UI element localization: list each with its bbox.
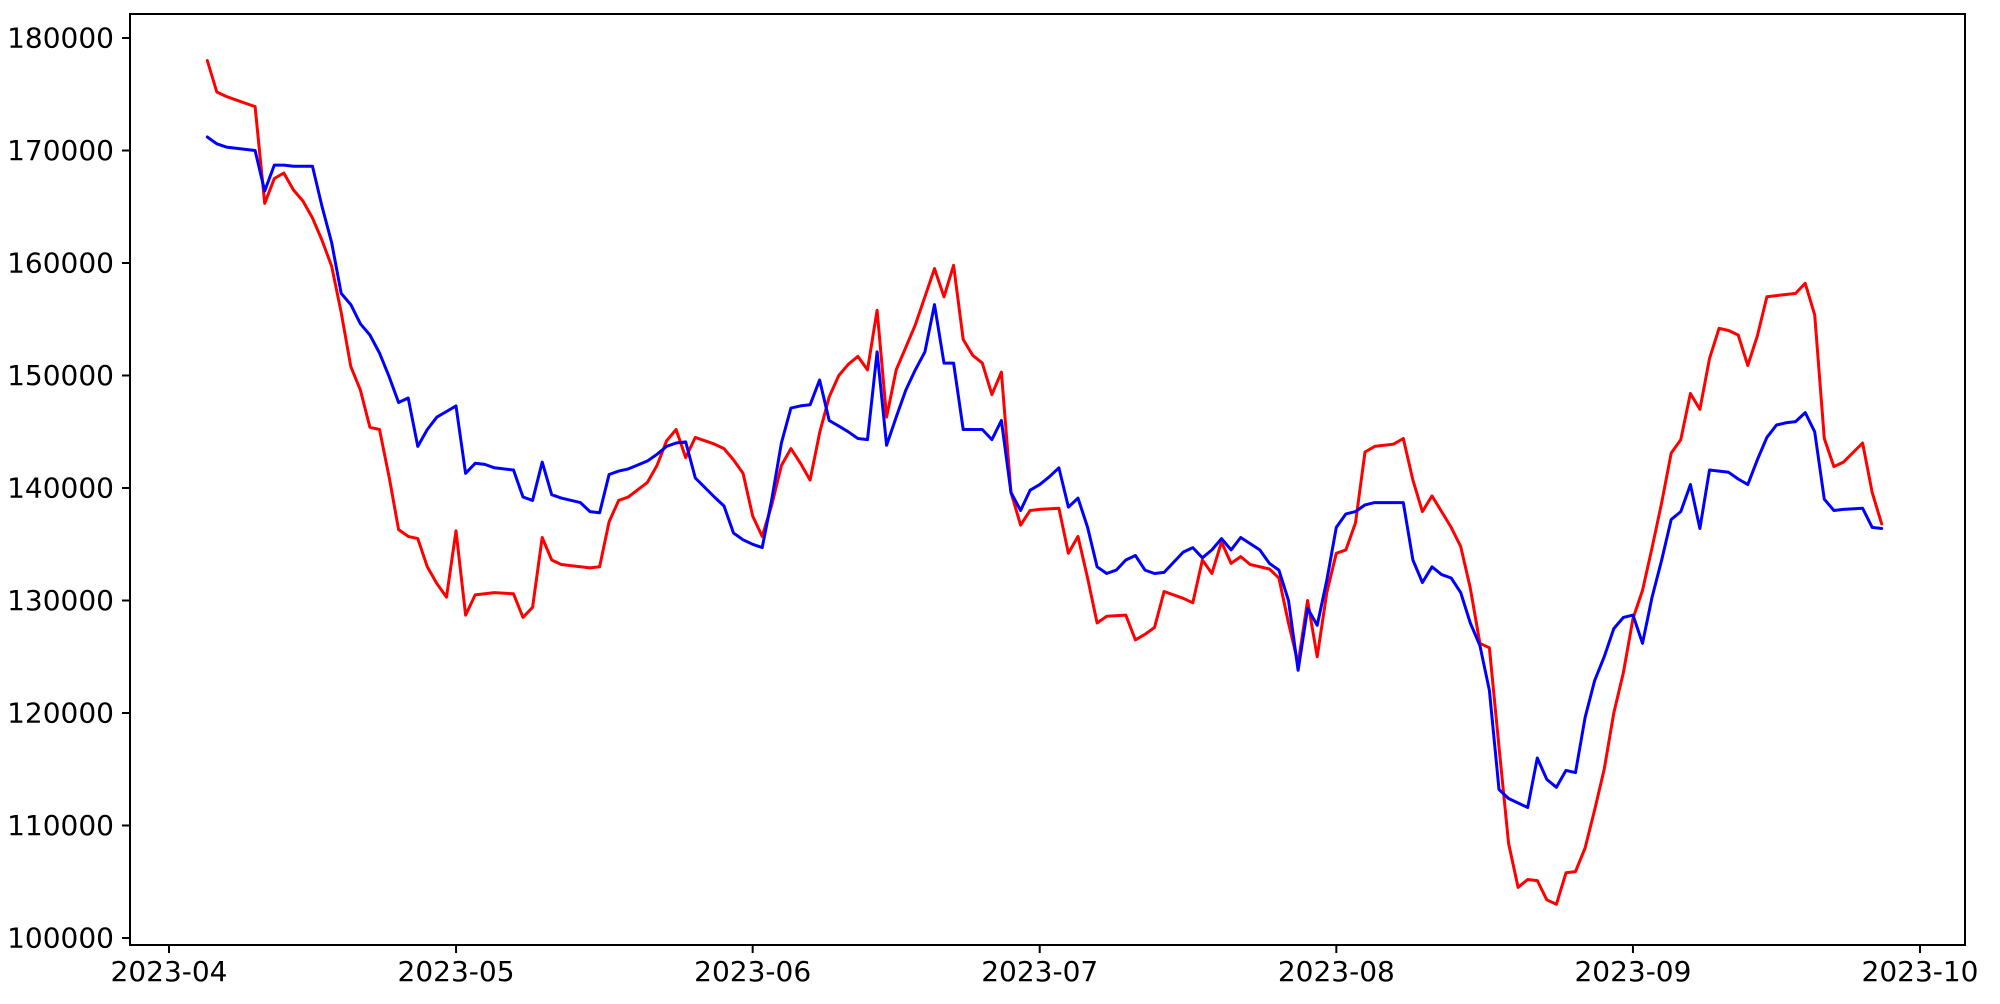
x-tick-label: 2023-04	[111, 955, 228, 988]
x-tick-label: 2023-09	[1574, 955, 1691, 988]
y-tick-label: 150000	[7, 359, 114, 392]
y-tick-label: 180000	[7, 22, 114, 55]
y-tick-label: 100000	[7, 922, 114, 955]
x-tick-label: 2023-05	[398, 955, 515, 988]
plot-border	[129, 13, 1966, 946]
x-tick-label: 2023-10	[1862, 955, 1979, 988]
y-tick-label: 120000	[7, 697, 114, 730]
x-tick-label: 2023-06	[694, 955, 811, 988]
x-tick-label: 2023-08	[1278, 955, 1395, 988]
y-tick-label: 160000	[7, 247, 114, 280]
y-tick-label: 170000	[7, 134, 114, 167]
y-tick-label: 110000	[7, 809, 114, 842]
y-tick-label: 130000	[7, 584, 114, 617]
y-tick-label: 140000	[7, 472, 114, 505]
series-red-line	[205, 59, 1884, 906]
x-tick-label: 2023-07	[981, 955, 1098, 988]
series-blue-line	[205, 135, 1884, 809]
